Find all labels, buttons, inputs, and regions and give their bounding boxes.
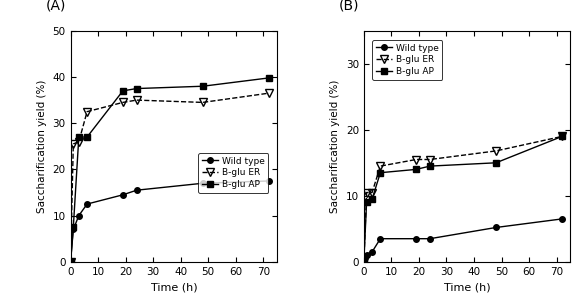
B-glu AP [67, 260, 74, 264]
B-glu ER [413, 158, 420, 161]
Wild type [493, 226, 500, 229]
Wild type [70, 228, 77, 231]
Wild type [413, 237, 420, 241]
Wild type [67, 260, 74, 264]
Wild type [265, 179, 272, 183]
B-glu ER [377, 164, 384, 168]
Y-axis label: Saccharification yield (%): Saccharification yield (%) [330, 79, 340, 213]
B-glu AP [377, 171, 384, 175]
B-glu ER [70, 142, 77, 146]
B-glu ER [199, 100, 206, 104]
B-glu AP [360, 260, 368, 264]
Line: B-glu ER: B-glu ER [66, 89, 273, 266]
B-glu AP [413, 168, 420, 171]
Wild type [369, 250, 376, 254]
B-glu AP [199, 84, 206, 88]
B-glu AP [119, 89, 126, 93]
Wild type [83, 202, 91, 206]
B-glu ER [363, 191, 370, 194]
Wild type [75, 214, 82, 217]
B-glu AP [75, 135, 82, 139]
B-glu ER [75, 140, 82, 144]
Line: Wild type: Wild type [361, 216, 565, 265]
B-glu AP [369, 197, 376, 201]
Line: B-glu AP: B-glu AP [67, 75, 272, 265]
B-glu ER [493, 149, 500, 153]
B-glu AP [493, 161, 500, 165]
Wild type [360, 260, 368, 264]
B-glu AP [426, 164, 433, 168]
Wild type [363, 253, 370, 257]
X-axis label: Time (h): Time (h) [444, 282, 490, 292]
Wild type [119, 193, 126, 197]
B-glu AP [559, 135, 566, 138]
B-glu ER [67, 260, 74, 264]
B-glu ER [265, 91, 272, 95]
Wild type [199, 181, 206, 185]
Line: B-glu ER: B-glu ER [360, 132, 566, 266]
Line: Wild type: Wild type [68, 178, 272, 265]
Text: (B): (B) [339, 0, 359, 12]
X-axis label: Time (h): Time (h) [151, 282, 197, 292]
B-glu AP [133, 87, 140, 91]
Wild type [377, 237, 384, 241]
Y-axis label: Saccharification yield (%): Saccharification yield (%) [37, 79, 47, 213]
Line: B-glu AP: B-glu AP [360, 133, 566, 265]
B-glu AP [70, 225, 77, 229]
B-glu AP [83, 135, 91, 139]
B-glu AP [363, 201, 370, 204]
B-glu ER [369, 191, 376, 194]
B-glu ER [559, 135, 566, 138]
B-glu ER [83, 110, 91, 113]
Legend: Wild type, B-glu ER, B-glu AP: Wild type, B-glu ER, B-glu AP [372, 40, 442, 79]
Wild type [559, 217, 566, 221]
B-glu ER [426, 158, 433, 161]
B-glu ER [133, 98, 140, 102]
B-glu ER [360, 260, 368, 264]
Wild type [133, 188, 140, 192]
Text: (A): (A) [46, 0, 66, 12]
B-glu AP [265, 76, 272, 80]
Legend: Wild type, B-glu ER, B-glu AP: Wild type, B-glu ER, B-glu AP [199, 153, 269, 192]
B-glu ER [119, 100, 126, 104]
Wild type [426, 237, 433, 241]
